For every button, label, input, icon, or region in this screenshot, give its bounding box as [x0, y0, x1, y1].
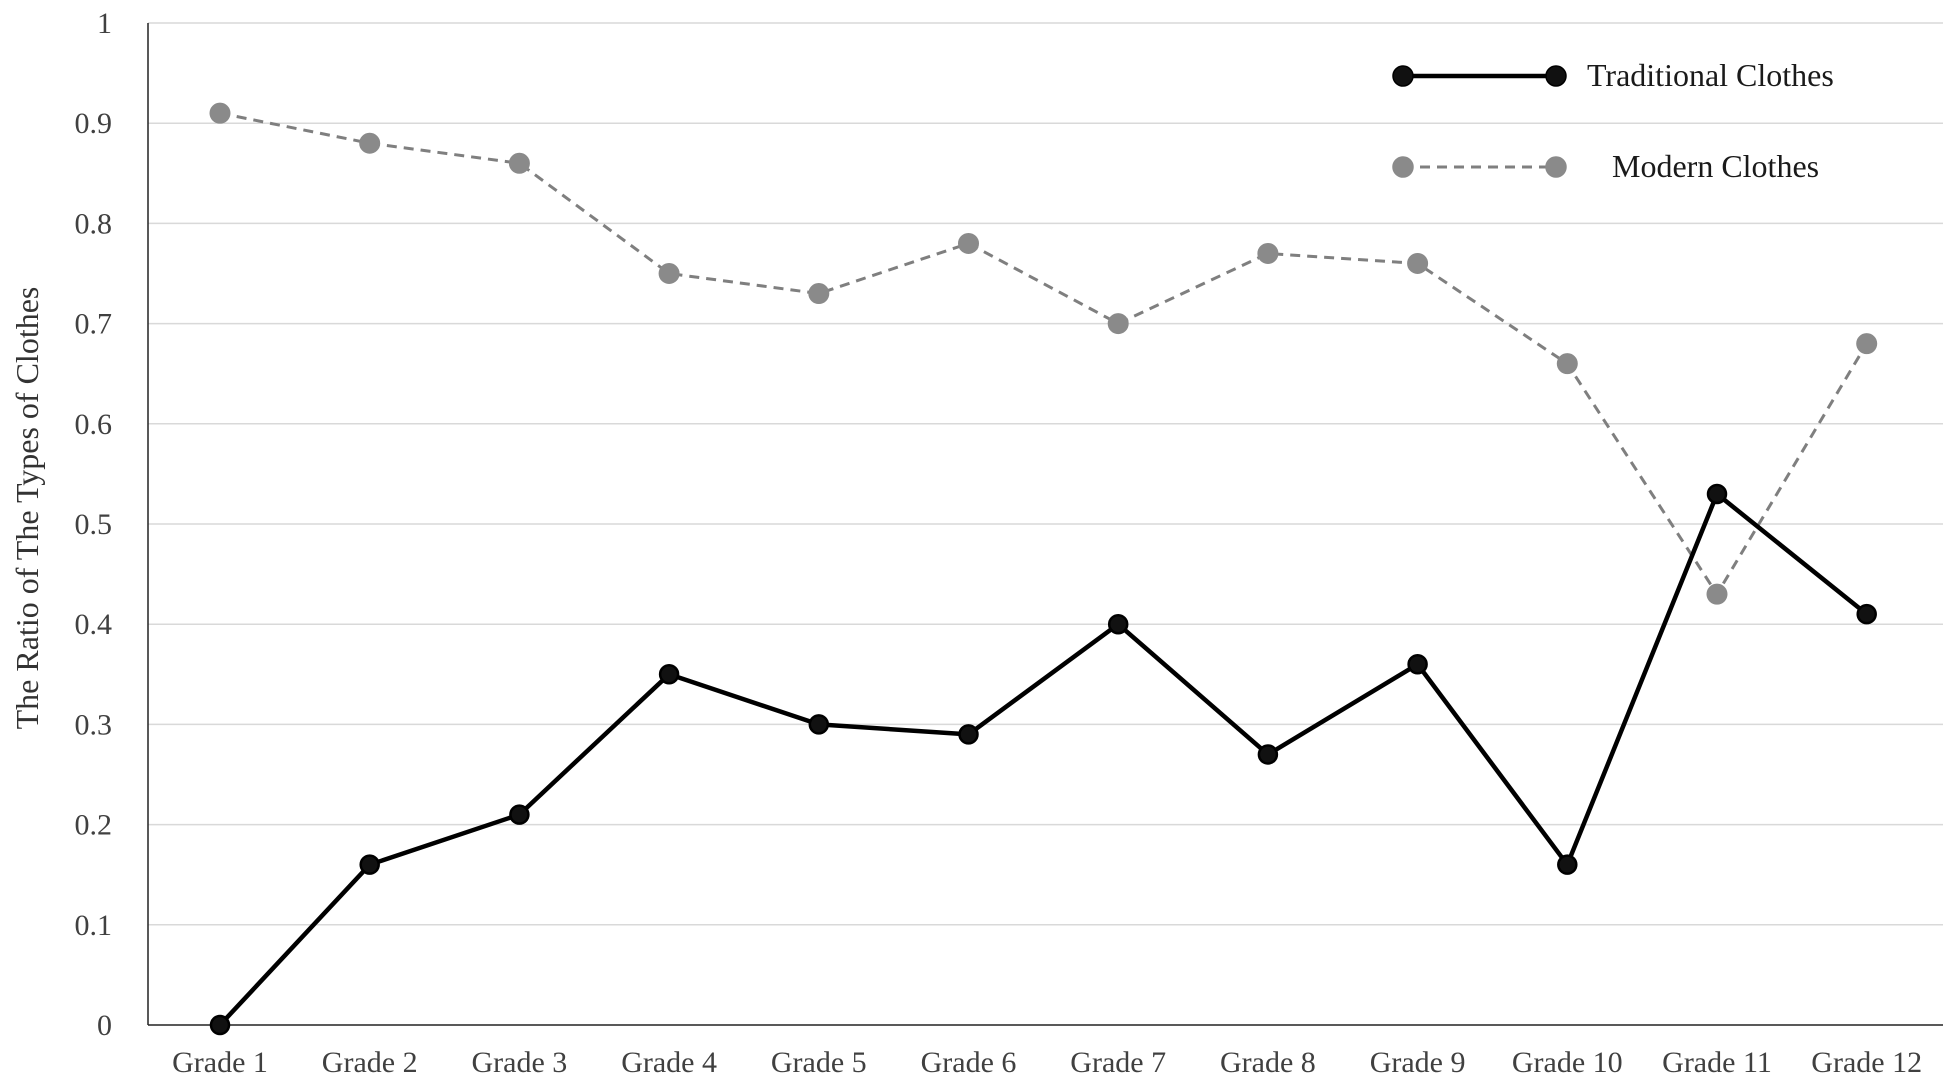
data-point: [658, 263, 680, 284]
y-tick-label: 0.8: [75, 207, 113, 240]
data-point: [1557, 854, 1578, 875]
x-tick-label: Grade 8: [1220, 1046, 1316, 1079]
data-point: [1556, 353, 1578, 375]
data-point: [1856, 333, 1878, 355]
x-tick-labels: Grade 1 Grade 2 Grade 3 Grade 4 Grade 5 Grade…: [172, 1046, 1922, 1079]
y-tick-label: 0.3: [75, 708, 113, 741]
data-point: [958, 724, 979, 745]
series: [209, 102, 1878, 1036]
x-tick-label: Grade 4: [621, 1046, 717, 1079]
data-point: [1407, 654, 1428, 675]
series-modern: [209, 102, 1878, 605]
series-line: [219, 111, 1868, 596]
legend-marker: [1545, 65, 1567, 87]
y-tick-label: 0.1: [75, 909, 113, 942]
data-point: [1706, 483, 1728, 505]
data-point: [1856, 603, 1877, 625]
y-axis-title: The Ratio of The Types of Clothes: [9, 287, 45, 730]
data-point: [359, 854, 380, 875]
legend: Traditional Clothes Modern Clothes: [1392, 57, 1834, 184]
legend-item: Traditional Clothes: [1392, 57, 1834, 93]
x-tick-label: Grade 1: [172, 1046, 268, 1079]
data-point: [509, 804, 530, 825]
y-tick-label: 0.7: [75, 308, 113, 341]
y-tick-label: 1: [97, 7, 112, 40]
y-tick-label: 0.9: [75, 107, 113, 140]
data-point: [658, 664, 680, 685]
legend-item: Modern Clothes: [1392, 148, 1819, 184]
y-tick-label: 0.6: [75, 408, 113, 441]
series-traditional: [209, 483, 1877, 1036]
data-point: [1107, 613, 1129, 635]
data-point: [209, 1014, 231, 1036]
data-point: [1706, 583, 1728, 605]
x-tick-label: Grade 7: [1070, 1046, 1166, 1079]
x-tick-label: Grade 10: [1512, 1046, 1623, 1079]
data-point: [209, 102, 231, 124]
y-tick-label: 0.5: [75, 508, 113, 541]
x-tick-label: Grade 9: [1370, 1046, 1466, 1079]
axes: [147, 23, 1943, 1026]
gridlines: [148, 22, 1943, 926]
data-point: [1407, 252, 1429, 274]
y-tick-label: 0.4: [75, 608, 113, 641]
series-line: [218, 491, 1869, 1027]
x-tick-label: Grade 11: [1662, 1046, 1772, 1079]
legend-label: Traditional Clothes: [1587, 57, 1834, 93]
data-point: [1107, 313, 1129, 335]
legend-label: Modern Clothes: [1612, 148, 1819, 184]
x-tick-label: Grade 12: [1811, 1046, 1922, 1079]
data-point: [508, 152, 530, 174]
x-tick-label: Grade 2: [322, 1046, 418, 1079]
data-point: [808, 714, 830, 735]
legend-marker: [1392, 65, 1414, 87]
y-tick-labels: 0 0.1 0.2 0.3 0.4 0.5 0.6 0.7 0.8 0.9 1: [75, 7, 113, 1042]
y-tick-label: 0.2: [75, 809, 113, 842]
data-point: [1257, 242, 1279, 264]
x-tick-label: Grade 3: [472, 1046, 568, 1079]
data-point: [808, 283, 830, 305]
legend-marker: [1545, 156, 1567, 178]
x-tick-label: Grade 5: [771, 1046, 867, 1079]
x-tick-label: Grade 6: [921, 1046, 1017, 1079]
data-point: [1257, 744, 1279, 765]
y-tick-label: 0: [97, 1009, 112, 1042]
data-point: [359, 132, 381, 154]
data-point: [958, 232, 979, 254]
legend-marker: [1392, 156, 1414, 178]
